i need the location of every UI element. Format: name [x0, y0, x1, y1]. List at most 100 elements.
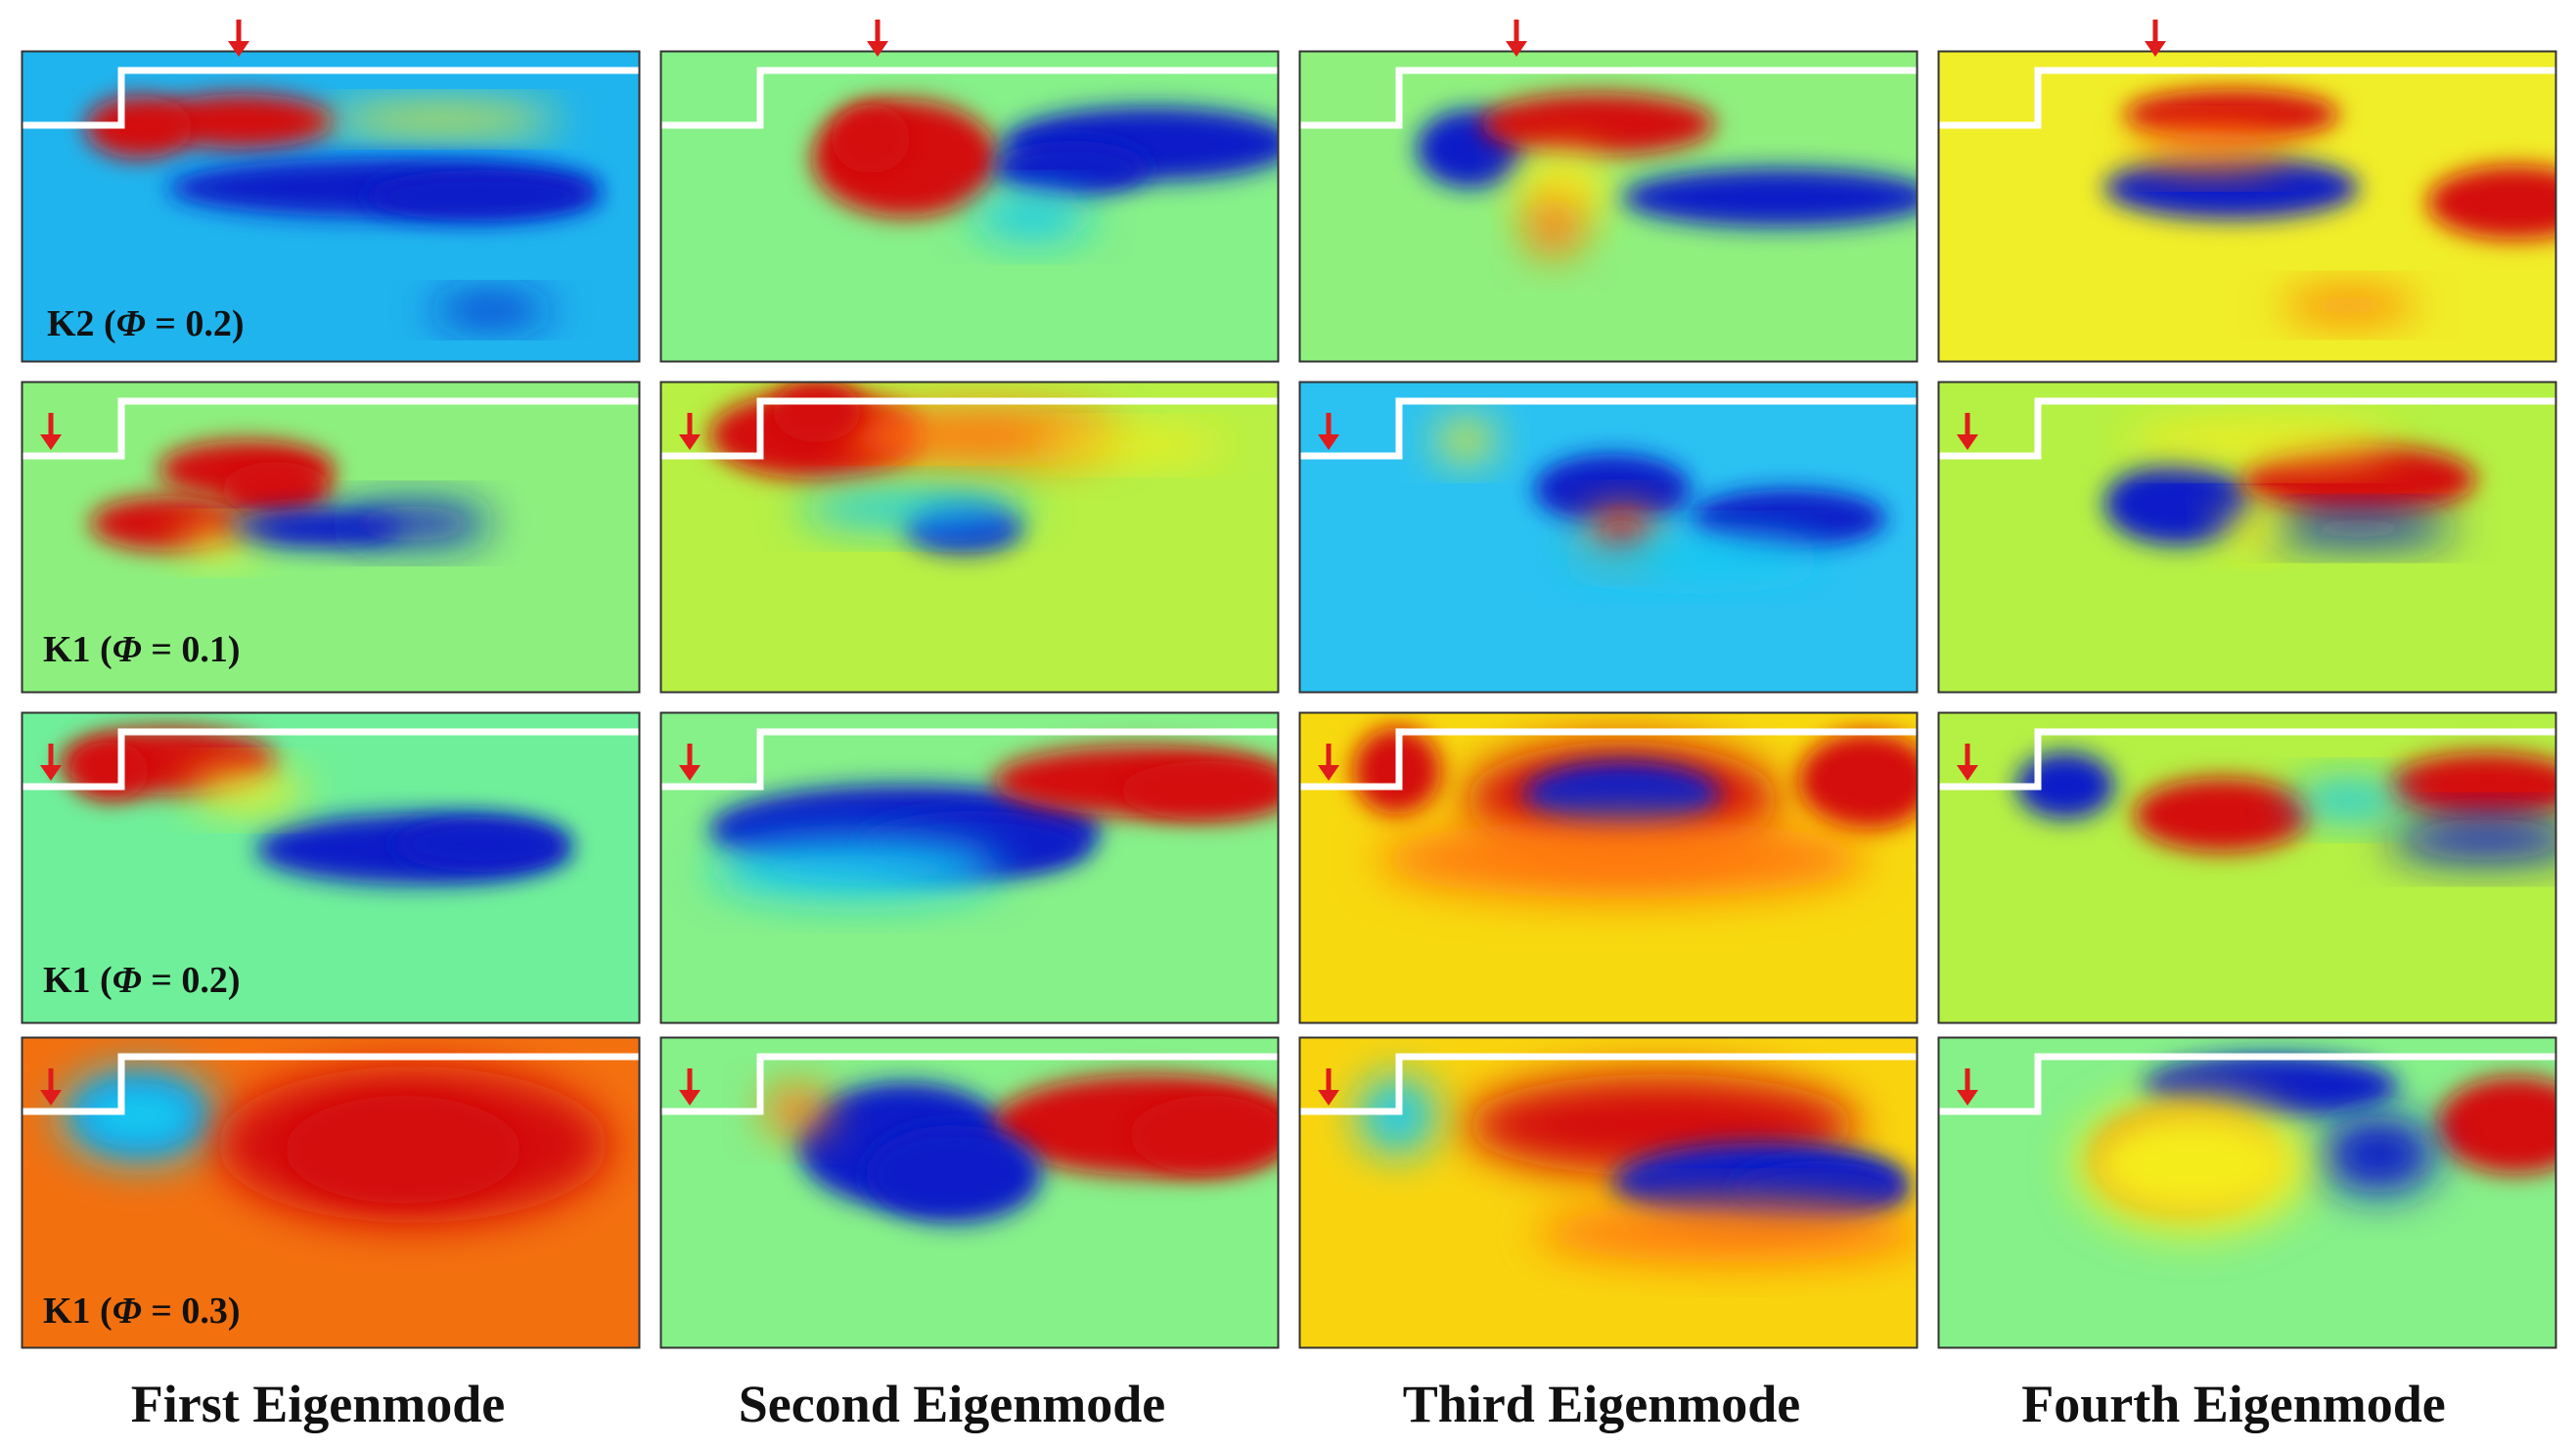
mode-blob-red — [70, 742, 149, 800]
flow-arrow-icon — [40, 744, 62, 781]
mode-blob-red — [773, 382, 861, 442]
row-label-1: K1 (Φ = 0.1) — [43, 629, 241, 670]
mode-blob-cyan — [2290, 781, 2408, 820]
flow-arrow-icon — [1318, 744, 1339, 781]
mode-blob-blue — [866, 1125, 1042, 1223]
step-outline — [22, 67, 640, 129]
step-outline — [1938, 728, 2556, 791]
panel-r3-c0 — [21, 1036, 641, 1349]
flow-arrow-icon — [679, 744, 700, 781]
panel-r2-c1 — [659, 711, 1280, 1024]
mode-blob-cyan — [61, 1068, 217, 1162]
panel-border — [1937, 711, 2557, 1024]
mode-blob-blue — [335, 504, 491, 543]
mode-blob-orange — [1378, 820, 1867, 898]
panel-border — [1298, 711, 1919, 1024]
flow-arrow-icon — [1957, 413, 1978, 450]
flow-arrow-icon — [1506, 20, 1527, 57]
column-label-second: Second Eigenmode — [739, 1375, 1166, 1433]
mode-blob-red — [85, 96, 193, 158]
panel-border — [21, 711, 641, 1024]
row-label-3: K1 (Φ = 0.3) — [43, 1291, 241, 1332]
flow-arrow-icon — [1957, 744, 1978, 781]
panel-border — [1298, 1036, 1919, 1349]
panel-r2-c2 — [1298, 711, 1919, 1024]
flow-arrow-icon — [1318, 413, 1339, 450]
mode-blob-yellow — [178, 527, 256, 559]
mode-blob-blue — [2104, 463, 2251, 545]
mode-blob-red — [222, 462, 330, 517]
mode-blob-cyan — [797, 489, 1032, 528]
panel-r0-c3 — [1937, 20, 2557, 363]
step-outline — [1299, 67, 1918, 129]
step-outline — [1299, 728, 1918, 791]
mode-blob-blue — [364, 170, 599, 221]
mode-blob-cyan — [709, 839, 1003, 898]
mode-blob-red — [2437, 1076, 2556, 1174]
mode-blob-cyan — [973, 196, 1091, 239]
panel-r0-c2 — [1298, 20, 1919, 363]
mode-blob-red — [832, 105, 910, 173]
column-label-fourth: Fourth Eigenmode — [2021, 1375, 2446, 1433]
mode-blob-red — [1798, 732, 1918, 830]
mode-blob-orange — [1534, 1203, 1918, 1262]
step-outline — [660, 1053, 1279, 1115]
panel-border — [1298, 381, 1919, 694]
mode-blob-blue — [432, 296, 550, 324]
column-label-first: First Eigenmode — [131, 1375, 505, 1433]
panel-r2-c3 — [1937, 711, 2557, 1024]
panel-border — [1298, 50, 1919, 363]
step-outline — [22, 1053, 640, 1115]
mode-blob-blue — [1622, 168, 1918, 227]
mode-blob-blue — [393, 817, 569, 872]
mode-blob-cyan — [1358, 1076, 1436, 1155]
step-outline — [1299, 397, 1918, 460]
mode-blob-yellow — [2222, 509, 2281, 548]
mode-blob-red — [2124, 89, 2339, 140]
panel-border — [21, 1036, 641, 1349]
mode-blob-orange — [763, 1086, 832, 1135]
row-label-2: K1 (Φ = 0.2) — [43, 960, 241, 1001]
mode-blob-red — [2241, 444, 2476, 515]
panel-border — [21, 50, 641, 363]
step-outline — [1299, 1053, 1918, 1115]
mode-blob-red — [1120, 761, 1279, 820]
flow-arrow-icon — [867, 20, 888, 57]
mode-blob-blue — [2320, 1115, 2437, 1194]
mode-blob-blue — [1524, 762, 1720, 829]
mode-blob-blue — [2388, 818, 2556, 861]
step-outline — [1938, 1053, 2556, 1115]
panel-border — [1937, 50, 2557, 363]
mode-blob-yellow — [188, 771, 305, 810]
panel-background — [660, 51, 1279, 362]
flow-arrow-icon — [679, 1068, 700, 1106]
panel-border — [1937, 381, 2557, 694]
flow-arrow-icon — [40, 1068, 62, 1106]
mode-blob-yellow — [2075, 1096, 2310, 1233]
panel-border — [659, 1036, 1280, 1349]
panel-border — [659, 711, 1280, 1024]
mode-blob-yellow — [1032, 430, 1228, 460]
panel-border — [659, 50, 1280, 363]
mode-blob-red — [2388, 752, 2556, 819]
mode-blob-red — [286, 1096, 520, 1203]
panel-border — [659, 381, 1280, 694]
flow-arrow-icon — [1318, 1068, 1339, 1106]
mode-blob-cyan — [1554, 536, 1828, 579]
step-outline — [1938, 67, 2556, 129]
flow-arrow-icon — [1957, 1068, 1978, 1106]
mode-blob-yellow — [2124, 421, 2398, 460]
mode-blob-blue — [993, 141, 1150, 196]
mode-blob-blue — [2261, 513, 2457, 544]
mode-blob-orange — [2281, 290, 2418, 321]
step-outline — [660, 728, 1279, 791]
step-outline — [22, 728, 640, 791]
mode-blob-orange — [2134, 129, 2290, 168]
mode-blob-yellow — [1436, 421, 1495, 460]
panel-r0-c0 — [21, 20, 641, 363]
flow-arrow-icon — [2145, 20, 2166, 57]
mode-blob-yellow — [325, 106, 560, 133]
step-outline — [660, 397, 1279, 460]
panel-r3-c1 — [659, 1036, 1280, 1349]
mode-blob-red — [149, 94, 335, 149]
